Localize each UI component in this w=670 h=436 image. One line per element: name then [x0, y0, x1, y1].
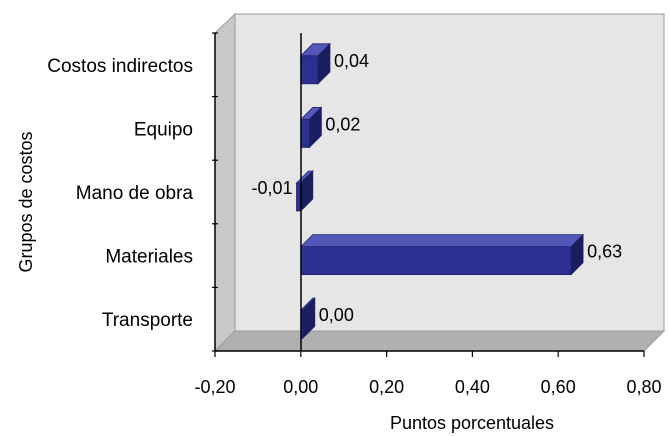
x-tick-label: -0,20	[194, 377, 235, 397]
x-tick-label: 0,40	[455, 377, 490, 397]
plot-side-wall	[214, 12, 236, 353]
x-tick-label: 0,80	[626, 377, 661, 397]
y-tick-label: Materiales	[105, 247, 193, 268]
y-tick-label: Costos indirectos	[47, 56, 193, 77]
bar-side	[302, 297, 316, 340]
y-tick-label: Transporte	[102, 310, 193, 331]
bar	[300, 246, 572, 276]
x-axis-title: Puntos porcentuales	[390, 413, 554, 433]
plot-back-wall	[234, 13, 665, 332]
x-tick-label: 0,60	[541, 377, 576, 397]
bar-side	[570, 233, 584, 276]
ticks-layer: Costos indirectos Equipo Mano de obra Mater…	[47, 32, 662, 397]
y-tick-label: Mano de obra	[76, 183, 194, 204]
bar-side	[317, 42, 331, 85]
bar	[300, 119, 310, 148]
data-label: -0,01	[251, 178, 292, 198]
y-axis-title: Grupos de costos	[16, 131, 36, 272]
data-label: 0,63	[587, 242, 622, 262]
bar	[300, 55, 319, 85]
data-label: 0,02	[325, 114, 360, 134]
axes	[214, 33, 644, 352]
x-tick-label: 0,00	[283, 377, 318, 397]
bar	[296, 182, 302, 212]
bar-top	[299, 234, 585, 248]
plot-floor	[213, 330, 666, 352]
bar-side	[308, 106, 322, 149]
bars-layer	[295, 42, 585, 340]
data-labels-layer: 0,04 0,02 -0,01 0,63 0,00	[251, 51, 622, 325]
y-tick-label: Equipo	[134, 119, 193, 140]
data-label: 0,04	[334, 51, 369, 71]
data-label: 0,00	[319, 305, 354, 325]
x-tick-label: 0,20	[369, 377, 404, 397]
